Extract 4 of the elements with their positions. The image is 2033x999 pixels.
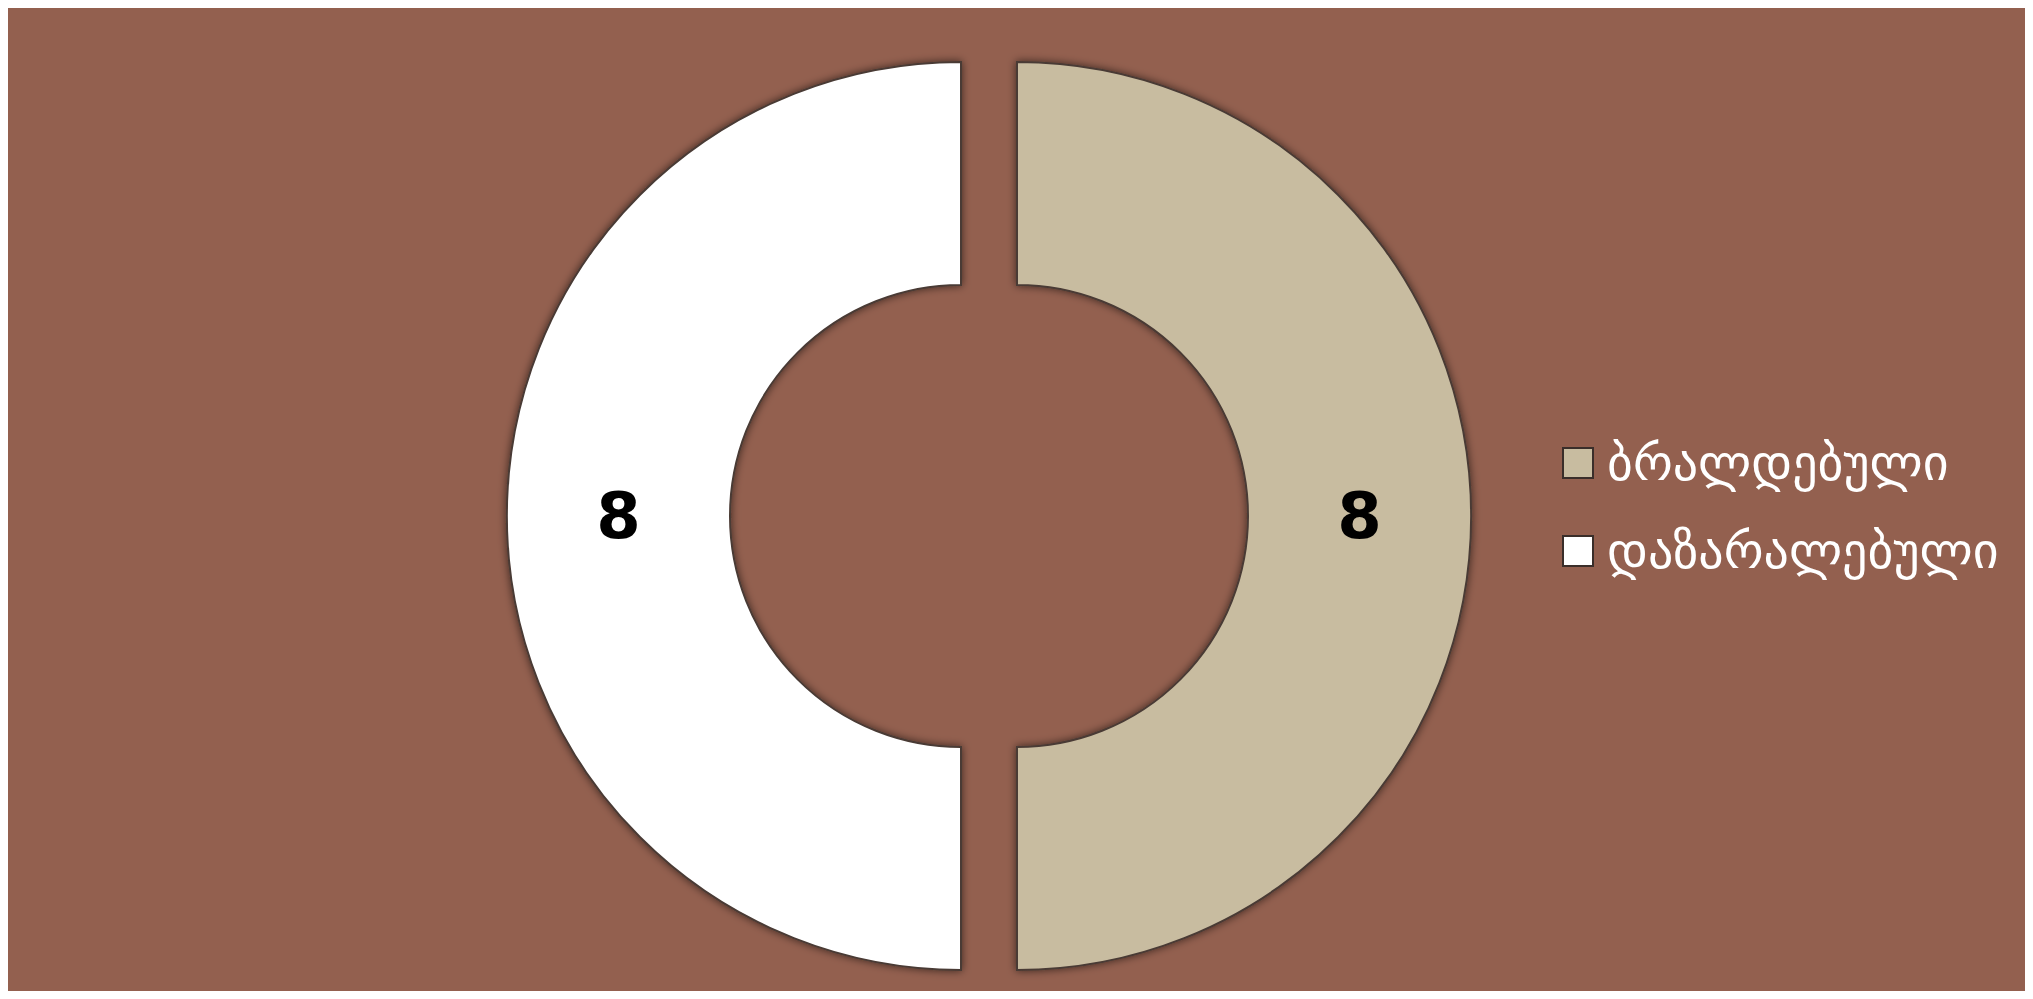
data-label: 8 bbox=[596, 479, 641, 553]
legend-label: ბრალდებული bbox=[1607, 434, 1949, 492]
legend-label: დაზარალებული bbox=[1607, 522, 1999, 580]
data-label: 8 bbox=[1337, 479, 1382, 553]
